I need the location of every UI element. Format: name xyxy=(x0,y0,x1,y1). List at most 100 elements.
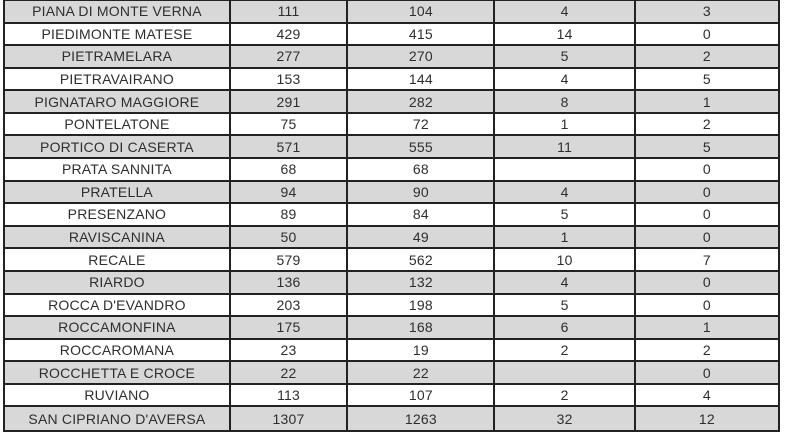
value-cell: 84 xyxy=(348,204,496,225)
municipality-name-cell: RECALE xyxy=(5,249,231,270)
value-cell: 277 xyxy=(230,46,349,67)
value-cell: 11 xyxy=(495,136,636,158)
value-cell: 68 xyxy=(348,159,496,180)
municipality-name-cell: PIEDIMONTE MATESE xyxy=(5,23,231,45)
value-cell: 3 xyxy=(635,1,778,22)
table-row: PRATA SANNITA 68 68 0 xyxy=(5,159,778,182)
value-cell: 132 xyxy=(348,271,496,293)
value-cell: 10 xyxy=(495,249,636,270)
value-cell: 555 xyxy=(348,136,496,158)
value-cell: 107 xyxy=(348,384,496,406)
municipality-name-cell: PIETRAMELARA xyxy=(5,46,231,67)
value-cell: 0 xyxy=(635,204,778,225)
value-cell: 562 xyxy=(348,249,496,270)
value-cell: 4 xyxy=(495,1,636,22)
municipality-name-cell: PRESENZANO xyxy=(5,204,231,225)
municipality-name-cell: PRATA SANNITA xyxy=(5,159,231,180)
table-row: PIEDIMONTE MATESE 429 415 14 0 xyxy=(5,23,778,47)
value-cell: 203 xyxy=(230,294,349,316)
value-cell: 198 xyxy=(348,294,496,316)
value-cell: 0 xyxy=(635,271,778,293)
value-cell: 4 xyxy=(495,271,636,293)
value-cell: 144 xyxy=(348,68,496,90)
value-cell: 19 xyxy=(348,339,496,361)
table-row: PIETRAVAIRANO 153 144 4 5 xyxy=(5,68,778,92)
table-row: PIETRAMELARA 277 270 5 2 xyxy=(5,46,778,69)
value-cell: 0 xyxy=(635,294,778,316)
value-cell: 4 xyxy=(635,384,778,406)
municipality-name-cell: PRATELLA xyxy=(5,181,231,203)
value-cell: 2 xyxy=(635,339,778,361)
value-cell: 0 xyxy=(635,362,778,383)
value-cell: 1263 xyxy=(348,407,496,430)
value-cell: 113 xyxy=(230,384,349,406)
value-cell: 175 xyxy=(230,317,349,338)
value-cell: 104 xyxy=(348,1,496,22)
table-row: ROCCA D'EVANDRO 203 198 5 0 xyxy=(5,294,778,318)
table-row: SAN CIPRIANO D'AVERSA 1307 1263 32 12 xyxy=(5,407,778,430)
value-cell: 571 xyxy=(230,136,349,158)
value-cell: 2 xyxy=(635,113,778,135)
municipality-name-cell: ROCCAMONFINA xyxy=(5,317,231,338)
value-cell: 89 xyxy=(230,204,349,225)
value-cell: 1 xyxy=(635,317,778,338)
value-cell: 0 xyxy=(635,181,778,203)
value-cell: 5 xyxy=(495,294,636,316)
table-row: RAVISCANINA 50 49 1 0 xyxy=(5,226,778,250)
value-cell: 2 xyxy=(635,46,778,67)
value-cell: 72 xyxy=(348,113,496,135)
table-row: ROCCAROMANA 23 19 2 2 xyxy=(5,339,778,363)
value-cell: 50 xyxy=(230,226,349,248)
value-cell: 136 xyxy=(230,271,349,293)
value-cell: 23 xyxy=(230,339,349,361)
table-row: ROCCHETTA E CROCE 22 22 0 xyxy=(5,362,778,385)
value-cell: 2 xyxy=(495,339,636,361)
value-cell: 168 xyxy=(348,317,496,338)
table-row: PONTELATONE 75 72 1 2 xyxy=(5,113,778,137)
value-cell: 282 xyxy=(348,91,496,112)
value-cell: 4 xyxy=(495,68,636,90)
municipality-name-cell: ROCCA D'EVANDRO xyxy=(5,294,231,316)
table-row: PRATELLA 94 90 4 0 xyxy=(5,181,778,205)
value-cell: 0 xyxy=(635,226,778,248)
value-cell: 49 xyxy=(348,226,496,248)
table-row: PRESENZANO 89 84 5 0 xyxy=(5,204,778,227)
value-cell: 75 xyxy=(230,113,349,135)
value-cell: 90 xyxy=(348,181,496,203)
value-cell: 1 xyxy=(495,113,636,135)
value-cell: 22 xyxy=(348,362,496,383)
municipality-name-cell: PIGNATARO MAGGIORE xyxy=(5,91,231,112)
table-row: ROCCAMONFINA 175 168 6 1 xyxy=(5,317,778,340)
value-cell: 8 xyxy=(495,91,636,112)
value-cell: 153 xyxy=(230,68,349,90)
municipality-table: PIANA DI MONTE VERNA 111 104 4 3 PIEDIMONTE M… xyxy=(3,0,780,432)
municipality-name-cell: ROCCAROMANA xyxy=(5,339,231,361)
table-row: RUVIANO 113 107 2 4 xyxy=(5,384,778,408)
value-cell: 579 xyxy=(230,249,349,270)
value-cell: 0 xyxy=(635,159,778,180)
table-row: PORTICO DI CASERTA 571 555 11 5 xyxy=(5,136,778,160)
value-cell xyxy=(495,159,636,180)
municipality-name-cell: SAN CIPRIANO D'AVERSA xyxy=(5,407,231,430)
value-cell: 415 xyxy=(348,23,496,45)
municipality-name-cell: RIARDO xyxy=(5,271,231,293)
value-cell: 68 xyxy=(230,159,349,180)
table-row: PIGNATARO MAGGIORE 291 282 8 1 xyxy=(5,91,778,114)
value-cell: 7 xyxy=(635,249,778,270)
municipality-name-cell: ROCCHETTA E CROCE xyxy=(5,362,231,383)
value-cell: 1 xyxy=(635,91,778,112)
value-cell: 12 xyxy=(635,407,778,430)
value-cell: 2 xyxy=(495,384,636,406)
value-cell: 94 xyxy=(230,181,349,203)
value-cell: 111 xyxy=(230,1,349,22)
municipality-name-cell: PORTICO DI CASERTA xyxy=(5,136,231,158)
value-cell xyxy=(495,362,636,383)
table-row: RIARDO 136 132 4 0 xyxy=(5,271,778,295)
value-cell: 5 xyxy=(495,46,636,67)
value-cell: 270 xyxy=(348,46,496,67)
value-cell: 291 xyxy=(230,91,349,112)
municipality-name-cell: RAVISCANINA xyxy=(5,226,231,248)
table-row: RECALE 579 562 10 7 xyxy=(5,249,778,272)
municipality-name-cell: PIETRAVAIRANO xyxy=(5,68,231,90)
